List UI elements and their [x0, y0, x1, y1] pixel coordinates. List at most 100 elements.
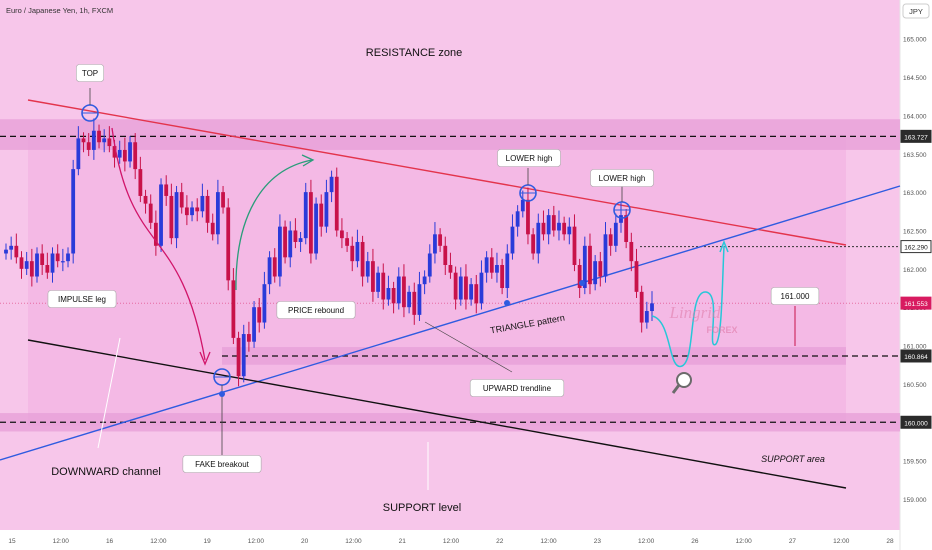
x-tick-label: 23: [594, 538, 602, 545]
candle-body: [272, 257, 277, 277]
candle-body: [546, 215, 551, 235]
price-tag[interactable]: [900, 296, 932, 310]
x-tick-label: 12:00: [53, 538, 70, 545]
y-tick-label: 164.500: [903, 75, 927, 82]
candle-body: [122, 149, 127, 162]
y-tick-label: 162.500: [903, 228, 927, 235]
label-support-area: SUPPORT area: [761, 454, 825, 464]
triangle-zone: [28, 134, 846, 427]
candle-body: [153, 222, 158, 246]
x-tick-label: 12:00: [833, 538, 850, 545]
candle-body: [231, 280, 236, 338]
candle-body: [71, 169, 76, 254]
candle-body: [619, 215, 623, 223]
candle-body: [303, 192, 308, 239]
candle-body: [422, 276, 427, 285]
x-tick-label: 28: [886, 538, 894, 545]
candle-body: [143, 195, 148, 204]
label-fake-breakout-box: [182, 455, 262, 473]
candle-body: [536, 222, 541, 254]
candle-body: [613, 222, 618, 246]
candle-body: [505, 253, 510, 289]
candle-body: [572, 226, 577, 265]
resistance-zone-band: [0, 119, 900, 150]
candle-body: [190, 207, 194, 216]
candle-body: [117, 149, 122, 158]
candle-body: [24, 261, 29, 269]
y-tick-label: 159.000: [903, 497, 927, 504]
candle-body: [9, 245, 14, 250]
label-downward-channel: DOWNWARD channel: [51, 466, 161, 478]
candle-body: [515, 211, 520, 227]
candle-body: [557, 222, 561, 231]
candle-body: [567, 226, 572, 235]
candle-body: [205, 195, 210, 223]
label-upward-trendline: UPWARD trendline: [483, 384, 552, 393]
label-impulse-leg: IMPULSE leg: [58, 295, 106, 304]
candle-body: [60, 261, 65, 263]
x-tick-label: 12:00: [638, 538, 655, 545]
x-tick-label: 26: [691, 538, 699, 545]
candle-body: [50, 253, 55, 273]
candle-body: [582, 245, 587, 289]
x-tick-label: 12:00: [248, 538, 265, 545]
rebound-arrowhead: [301, 154, 315, 167]
price-tag[interactable]: [900, 129, 932, 143]
candle-body: [215, 192, 220, 235]
candle-body: [35, 253, 39, 277]
candle-body: [97, 130, 101, 143]
magnifier-icon-handle: [671, 384, 681, 394]
candle-body: [200, 195, 205, 212]
y-tick-label: 160.500: [903, 382, 927, 389]
candle-body: [81, 138, 86, 143]
watermark-name: Lingrid: [668, 303, 721, 322]
candle-body: [438, 234, 443, 246]
candle-body: [588, 245, 592, 285]
candle-body: [551, 215, 556, 231]
candle-body: [86, 142, 91, 150]
currency-badge[interactable]: [902, 3, 930, 19]
projection-path: [651, 245, 725, 367]
candle-body: [169, 195, 174, 239]
price-tag[interactable]: [900, 240, 932, 254]
candle-body: [634, 261, 639, 292]
watermark-sub: FOREX: [706, 325, 737, 335]
trend-touch-dot: [579, 280, 585, 286]
candle-body: [407, 291, 412, 308]
candle-body: [639, 291, 644, 323]
rebound-arrow: [235, 159, 313, 291]
y-tick-label: 161.000: [903, 344, 927, 351]
candle-body: [650, 303, 654, 312]
candle-body: [500, 265, 505, 289]
candle-body: [236, 337, 241, 377]
candle-body: [107, 138, 112, 147]
candle-body: [148, 203, 153, 223]
x-tick-label: 21: [399, 538, 407, 545]
label-price-rebound: PRICE rebound: [288, 306, 344, 315]
x-tick-label: 12:00: [443, 538, 460, 545]
impulse-leg-arrowhead: [199, 351, 211, 366]
candle-body: [474, 284, 479, 304]
label-impulse-leg-box: [47, 290, 117, 308]
price-tag[interactable]: [900, 415, 932, 429]
candle-body: [174, 192, 179, 239]
downward-channel-line: [27, 339, 847, 489]
price-tag[interactable]: [900, 349, 932, 363]
candle-body: [314, 203, 318, 254]
candle-body: [562, 222, 567, 235]
candle-body: [412, 291, 417, 315]
time-axis-background: [0, 530, 932, 550]
candle-body: [40, 253, 45, 265]
x-tick-label: 12:00: [736, 538, 753, 545]
candle-body: [577, 265, 582, 289]
candle-body: [278, 226, 282, 277]
label-lower-high-2-box: [590, 169, 654, 187]
trend-touch-dot: [219, 391, 225, 397]
candle-body: [345, 238, 349, 246]
candle-body: [531, 234, 536, 254]
x-tick-label: 20: [301, 538, 309, 545]
candle-body: [138, 169, 143, 196]
candle-body: [453, 272, 458, 300]
